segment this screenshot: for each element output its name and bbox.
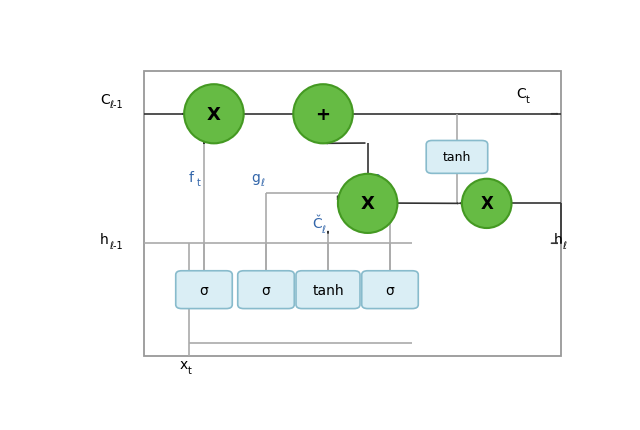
- Text: σ: σ: [200, 283, 209, 297]
- Text: f: f: [188, 170, 193, 184]
- Text: g: g: [251, 170, 260, 184]
- Text: t: t: [196, 178, 200, 188]
- Text: h: h: [100, 233, 109, 247]
- Ellipse shape: [462, 179, 511, 228]
- Text: X: X: [361, 195, 374, 213]
- Text: t: t: [188, 365, 192, 375]
- Text: σ: σ: [262, 283, 270, 297]
- Text: ℓ-1: ℓ-1: [109, 100, 122, 110]
- Text: ℓ-1: ℓ-1: [109, 240, 122, 250]
- Text: o: o: [372, 170, 381, 184]
- Text: x: x: [179, 357, 188, 372]
- Text: C: C: [100, 92, 109, 107]
- Text: ℓ: ℓ: [321, 224, 325, 234]
- FancyBboxPatch shape: [362, 271, 419, 309]
- Bar: [145, 71, 561, 356]
- Text: σ: σ: [386, 283, 394, 297]
- Text: X: X: [207, 105, 221, 123]
- Text: ℓ: ℓ: [563, 240, 566, 250]
- Text: t: t: [525, 94, 529, 104]
- Text: h: h: [554, 233, 563, 247]
- Text: ℓ: ℓ: [260, 178, 264, 188]
- Text: tanh: tanh: [312, 283, 344, 297]
- Text: +: +: [316, 105, 330, 123]
- Text: X: X: [480, 195, 493, 213]
- Ellipse shape: [338, 175, 397, 233]
- Ellipse shape: [184, 85, 244, 144]
- FancyBboxPatch shape: [296, 271, 360, 309]
- Text: tanh: tanh: [443, 151, 471, 164]
- Ellipse shape: [293, 85, 353, 144]
- Text: ℓ: ℓ: [381, 178, 385, 188]
- Text: Č: Č: [312, 217, 322, 231]
- FancyBboxPatch shape: [237, 271, 294, 309]
- FancyBboxPatch shape: [426, 141, 488, 174]
- Text: C: C: [516, 87, 526, 101]
- FancyBboxPatch shape: [176, 271, 232, 309]
